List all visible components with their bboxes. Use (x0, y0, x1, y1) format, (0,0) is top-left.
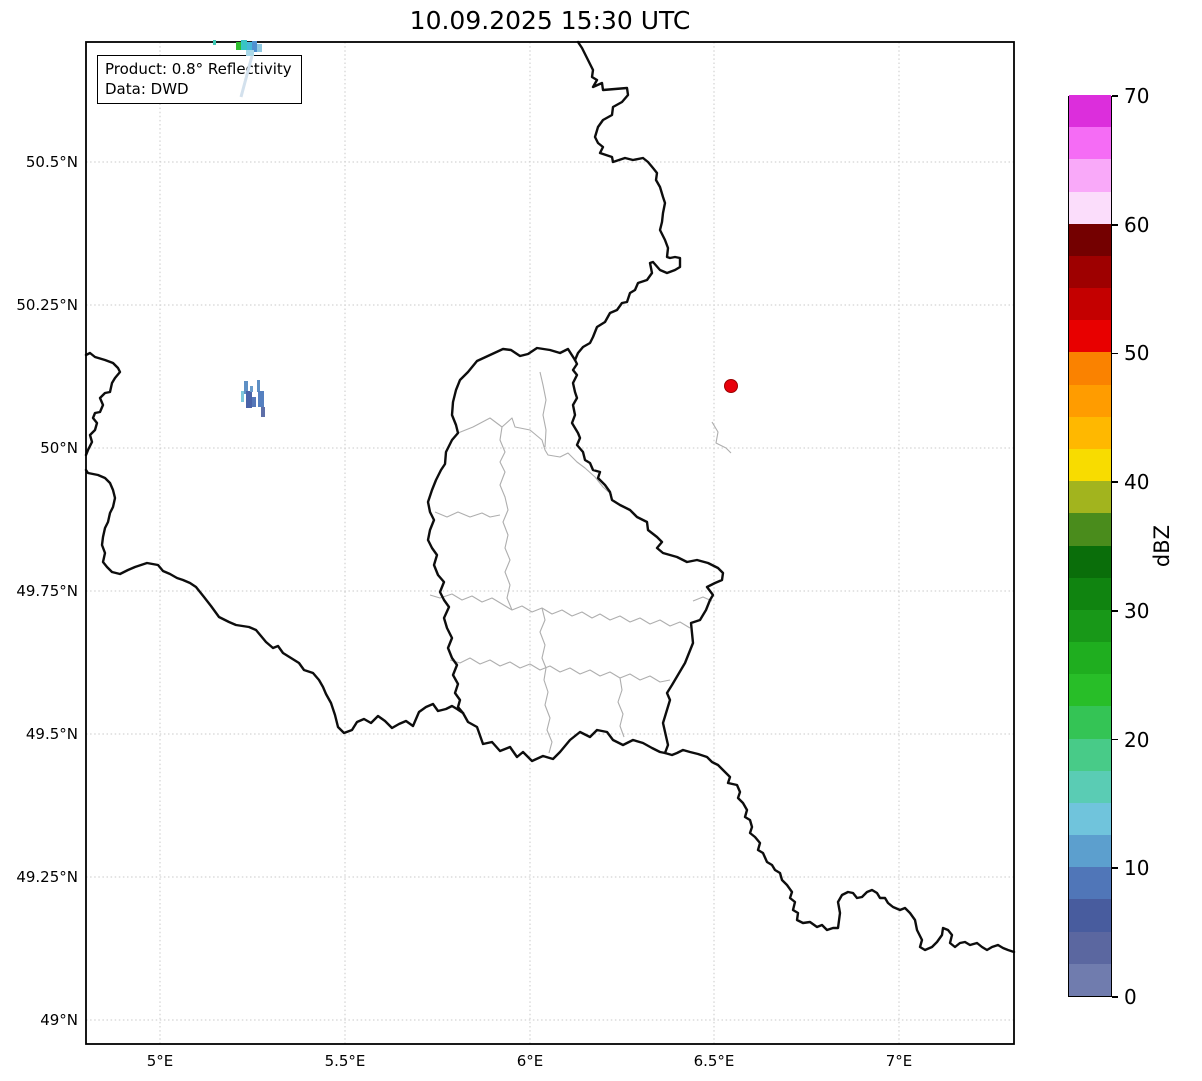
colorbar-segment (1069, 126, 1111, 160)
product-label: Product: 0.8° Reflectivity (105, 60, 292, 78)
colorbar-tickmark (1112, 996, 1118, 998)
colorbar-segment (1069, 770, 1111, 803)
radar-echo-cell (244, 381, 248, 394)
colorbar-segment (1069, 673, 1111, 707)
colorbar-segment (1069, 223, 1111, 256)
lat-tick-label: 50°N (40, 439, 78, 457)
map-frame (85, 41, 1015, 1045)
colorbar-segment (1069, 512, 1111, 546)
lat-tick-label: 49°N (40, 1011, 78, 1029)
colorbar-tickmark (1112, 738, 1118, 741)
radar-echo-cell (257, 380, 260, 392)
colorbar-unit-label: dBZ (1150, 524, 1174, 568)
colorbar-segment (1069, 319, 1111, 353)
colorbar-tickmark (1112, 610, 1118, 612)
colorbar-segment (1069, 705, 1111, 739)
colorbar-tickmark (1112, 352, 1118, 355)
radar-echo-cell (250, 386, 253, 392)
colorbar-segment (1069, 351, 1111, 385)
lon-tick-label: 7°E (885, 1052, 913, 1070)
radar-echo-cell (241, 40, 247, 50)
national-borders (84, 40, 1016, 954)
data-source-label: Data: DWD (105, 80, 189, 98)
colorbar-tickmark (1112, 867, 1118, 870)
radar-echo-cell (252, 41, 257, 52)
reflectivity-colorbar: 0 10 20 30 40 50 60 70 (1068, 86, 1149, 1007)
colorbar-segment (1069, 834, 1111, 868)
colorbar-segment (1069, 416, 1111, 449)
colorbar-tick-label: 20 (1124, 727, 1150, 752)
radar-site-marker (724, 379, 738, 393)
colorbar-segment (1069, 931, 1111, 964)
colorbar-segment (1069, 545, 1111, 578)
colorbar-tickmark (1112, 95, 1118, 97)
colorbar-segment (1069, 384, 1111, 417)
lat-tick-label: 50.25°N (16, 296, 78, 314)
colorbar-segment (1069, 94, 1111, 128)
colorbar-segment (1069, 480, 1111, 514)
lon-tick-label: 5°E (146, 1052, 174, 1070)
colorbar-tick-label: 30 (1124, 598, 1150, 623)
colorbar-segment (1069, 963, 1111, 996)
radar-echo-cell (252, 397, 256, 407)
colorbar-gradient (1068, 94, 1112, 997)
radar-echo-cell (236, 42, 241, 50)
colorbar-tick-label: 0 (1124, 985, 1137, 1009)
colorbar-segment (1069, 448, 1111, 482)
colorbar-segment (1069, 641, 1111, 675)
colorbar-tick-label: 50 (1124, 341, 1150, 366)
colorbar-segment (1069, 158, 1111, 192)
radar-echo-cell (241, 391, 244, 402)
colorbar-tickmark (1112, 481, 1118, 483)
radar-echo-cell (261, 407, 265, 417)
lon-tick-label: 6°E (516, 1052, 544, 1070)
colorbar-segment (1069, 255, 1111, 289)
colorbar-segment (1069, 609, 1111, 643)
radar-echo-cell (257, 44, 262, 52)
colorbar-tickmark (1112, 223, 1118, 226)
colorbar-segment (1069, 866, 1111, 900)
lat-tick-label: 49.25°N (16, 868, 78, 886)
radar-echo-cell (246, 391, 252, 408)
lat-tick-label: 49.75°N (16, 582, 78, 600)
product-info-box: Product: 0.8° Reflectivity Data: DWD (97, 55, 302, 104)
colorbar-tick-label: 40 (1124, 470, 1150, 495)
colorbar-tick-label: 70 (1124, 84, 1150, 108)
colorbar-segment (1069, 898, 1111, 932)
lon-tick-label: 5.5°E (324, 1052, 366, 1070)
colorbar-segment (1069, 802, 1111, 836)
colorbar-segment (1069, 577, 1111, 610)
radar-echo-cell (247, 42, 252, 51)
lat-tick-label: 49.5°N (25, 725, 78, 743)
graticule-gridlines (86, 42, 1014, 1044)
lon-tick-label: 6.5°E (693, 1052, 735, 1070)
page-title: 10.09.2025 15:30 UTC (409, 6, 691, 35)
canton-borders (429, 371, 732, 754)
radar-echo-cell (213, 40, 216, 45)
radar-echo-cell (258, 391, 264, 407)
colorbar-segment (1069, 191, 1111, 224)
colorbar-tick-label: 60 (1124, 212, 1150, 237)
colorbar-segment (1069, 738, 1111, 771)
colorbar-tick-label: 10 (1124, 856, 1150, 881)
colorbar-segment (1069, 287, 1111, 321)
lat-tick-label: 50.5°N (25, 153, 78, 171)
